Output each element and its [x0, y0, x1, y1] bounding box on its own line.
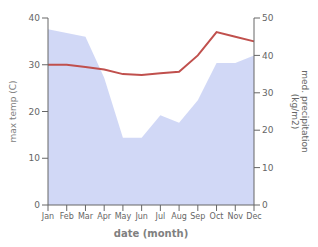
- svg-text:0: 0: [262, 200, 268, 210]
- svg-text:Jan: Jan: [41, 212, 54, 221]
- svg-text:med. precipitation(kg/m2): med. precipitation(kg/m2): [290, 70, 310, 152]
- svg-text:20: 20: [262, 125, 274, 135]
- svg-text:30: 30: [262, 88, 274, 98]
- svg-text:May: May: [115, 212, 132, 221]
- svg-text:Nov: Nov: [227, 212, 243, 221]
- svg-text:Aug: Aug: [171, 212, 187, 221]
- svg-text:10: 10: [29, 153, 41, 163]
- svg-text:30: 30: [29, 60, 41, 70]
- svg-text:Apr: Apr: [97, 212, 112, 221]
- svg-text:40: 40: [262, 51, 274, 61]
- svg-text:Dec: Dec: [246, 212, 261, 221]
- svg-text:Jul: Jul: [155, 212, 166, 221]
- svg-text:Jun: Jun: [134, 212, 148, 221]
- svg-text:20: 20: [29, 107, 41, 117]
- svg-text:40: 40: [29, 13, 41, 23]
- svg-text:50: 50: [262, 13, 274, 23]
- svg-text:Mar: Mar: [78, 212, 94, 221]
- svg-text:date (month): date (month): [114, 228, 188, 239]
- svg-text:Feb: Feb: [60, 212, 74, 221]
- svg-text:0: 0: [34, 200, 40, 210]
- svg-text:10: 10: [262, 163, 274, 173]
- svg-text:Oct: Oct: [210, 212, 224, 221]
- svg-text:max temp (C): max temp (C): [8, 80, 18, 142]
- svg-text:Sep: Sep: [190, 212, 205, 221]
